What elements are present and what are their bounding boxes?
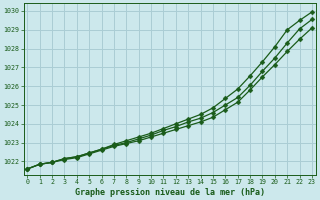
X-axis label: Graphe pression niveau de la mer (hPa): Graphe pression niveau de la mer (hPa) [75,188,265,197]
